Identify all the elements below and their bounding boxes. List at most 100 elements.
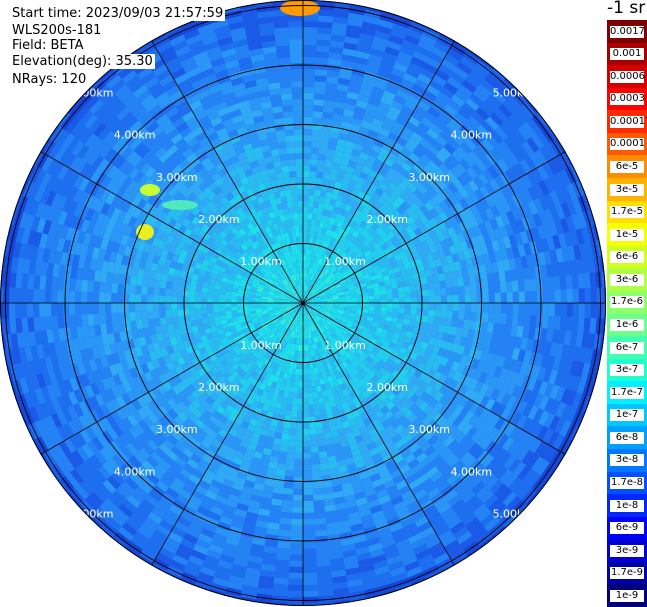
backscatter-cell: [303, 338, 306, 345]
backscatter-cell: [194, 262, 203, 270]
backscatter-cell: [323, 324, 329, 330]
backscatter-cell: [293, 129, 303, 136]
backscatter-cell: [243, 311, 251, 316]
backscatter-cell: [403, 313, 411, 320]
backscatter-cell: [354, 284, 361, 290]
backscatter-cell: [285, 303, 292, 305]
backscatter-cell: [506, 292, 513, 303]
backscatter-cell: [349, 312, 356, 317]
backscatter-cell: [398, 264, 406, 272]
backscatter-cell: [433, 316, 441, 325]
backscatter-cell: [267, 303, 274, 305]
backscatter-cell: [280, 159, 289, 167]
backscatter-cell: [259, 331, 266, 337]
backscatter-cell: [318, 311, 325, 315]
backscatter-cell: [242, 338, 250, 346]
backscatter-cell: [337, 207, 345, 216]
backscatter-cell: [279, 307, 286, 311]
backscatter-cell: [348, 378, 356, 387]
backscatter-cell: [272, 264, 279, 271]
backscatter-cell: [329, 274, 336, 281]
backscatter-cell: [278, 371, 285, 379]
backscatter-cell: [303, 506, 314, 513]
backscatter-cell: [258, 283, 265, 288]
backscatter-cell: [301, 291, 303, 298]
backscatter-cell: [123, 284, 130, 294]
backscatter-cell: [209, 321, 217, 328]
backscatter-cell: [315, 263, 321, 271]
backscatter-cell: [303, 159, 311, 166]
backscatter-cell: [470, 311, 477, 322]
backscatter-cell: [295, 313, 299, 320]
backscatter-cell: [352, 322, 360, 328]
backscatter-cell: [293, 267, 297, 275]
backscatter-cell: [312, 318, 317, 324]
backscatter-cell: [230, 352, 238, 360]
backscatter-cell: [303, 530, 316, 537]
backscatter-cell: [328, 285, 336, 290]
backscatter-cell: [314, 409, 321, 417]
backscatter-cell: [291, 304, 298, 308]
backscatter-cell: [500, 303, 507, 314]
backscatter-cell: [211, 268, 219, 276]
backscatter-cell: [410, 297, 417, 303]
backscatter-cell: [218, 333, 227, 340]
backscatter-cell: [360, 285, 368, 291]
backscatter-cell: [289, 275, 294, 282]
backscatter-cell: [257, 329, 265, 335]
backscatter-cell: [201, 292, 208, 298]
backscatter-cell: [303, 189, 309, 196]
backscatter-cell: [368, 342, 376, 349]
backscatter-cell: [341, 283, 348, 288]
backscatter-cell: [493, 282, 501, 293]
backscatter-cell: [273, 363, 280, 371]
backscatter-cell: [214, 320, 222, 327]
backscatter-cell: [377, 262, 386, 269]
backscatter-cell: [377, 323, 385, 329]
backscatter-cell: [317, 159, 326, 167]
backscatter-cell: [280, 233, 286, 241]
backscatter-cell: [289, 324, 294, 331]
backscatter-cell: [279, 240, 285, 247]
backscatter-cell: [315, 315, 321, 320]
backscatter-cell: [332, 238, 339, 246]
backscatter-cell: [313, 316, 319, 323]
backscatter-cell: [374, 234, 383, 243]
backscatter-cell: [328, 327, 335, 333]
backscatter-cell: [334, 200, 342, 208]
backscatter-cell: [405, 267, 414, 276]
backscatter-cell: [275, 382, 282, 390]
backscatter-cell: [267, 269, 274, 275]
backscatter-cell: [278, 267, 284, 274]
backscatter-cell: [255, 307, 262, 311]
backscatter-cell: [318, 271, 323, 278]
backscatter-cell: [339, 215, 347, 223]
backscatter-cell: [289, 361, 294, 369]
backscatter-cell: [261, 292, 269, 296]
backscatter-cell: [354, 270, 362, 276]
backscatter-cell: [277, 221, 283, 229]
backscatter-cell: [303, 512, 315, 519]
backscatter-cell: [403, 286, 411, 293]
backscatter-cell: [105, 313, 113, 324]
backscatter-cell: [207, 261, 216, 269]
backscatter-cell: [295, 273, 299, 280]
backscatter-cell: [362, 239, 370, 247]
backscatter-cell: [292, 305, 298, 309]
backscatter-cell: [75, 279, 83, 292]
backscatter-cell: [349, 252, 357, 259]
backscatter-cell: [269, 198, 277, 206]
backscatter-cell: [286, 285, 291, 291]
backscatter-cell: [323, 315, 329, 320]
backscatter-cell: [279, 305, 286, 308]
backscatter-cell: [280, 365, 286, 373]
backscatter-cell: [350, 300, 357, 303]
backscatter-cell: [251, 283, 259, 289]
backscatter-cell: [123, 312, 130, 322]
backscatter-cell: [228, 359, 237, 368]
backscatter-cell: [349, 327, 357, 333]
backscatter-cell: [385, 288, 393, 295]
backscatter-cell: [274, 309, 281, 313]
backscatter-cell: [273, 299, 280, 302]
backscatter-cell: [281, 291, 288, 295]
